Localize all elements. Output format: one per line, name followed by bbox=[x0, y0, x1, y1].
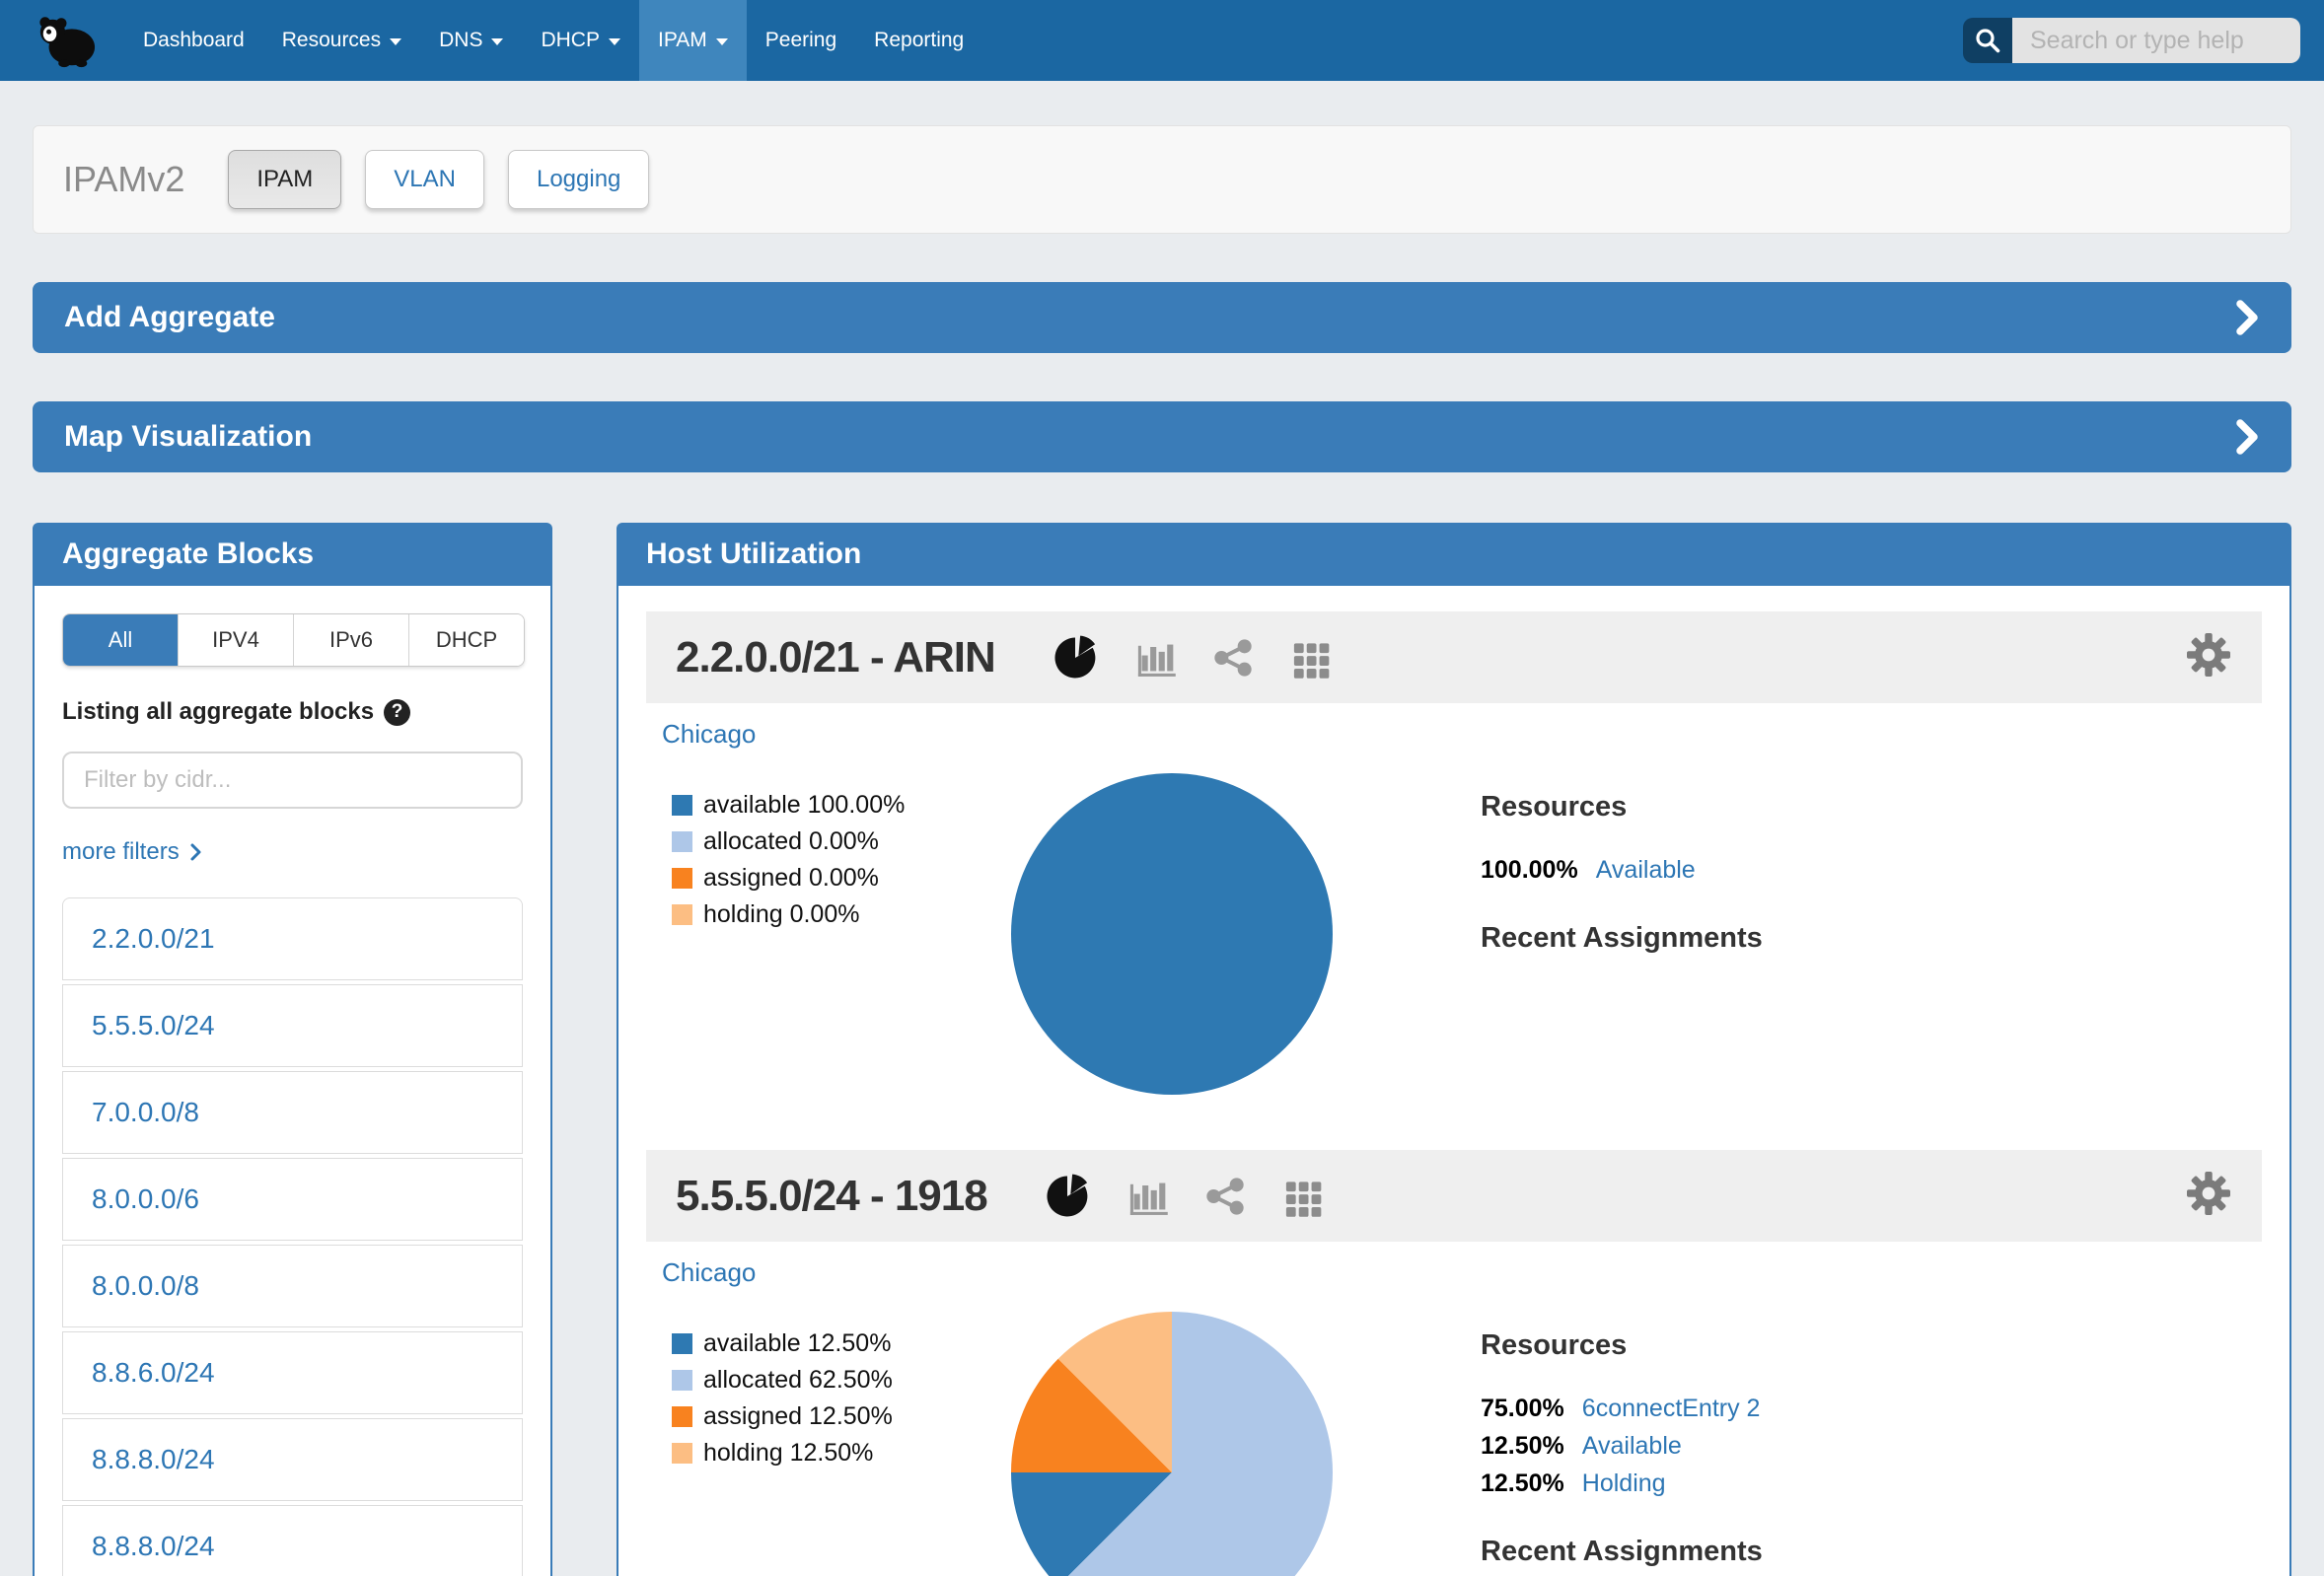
pie-legend: available 12.50% allocated 62.50% assign… bbox=[672, 1325, 997, 1576]
recent-assignments-heading: Recent Assignments bbox=[1481, 922, 1763, 954]
chevron-right-icon bbox=[2236, 299, 2260, 336]
chevron-down-icon bbox=[715, 38, 728, 45]
chevron-down-icon bbox=[608, 38, 620, 45]
cidr-filter-input[interactable] bbox=[62, 752, 523, 809]
resource-row: 12.50% Available bbox=[1481, 1427, 1958, 1465]
map-visualization-label: Map Visualization bbox=[64, 420, 313, 453]
gear-icon[interactable] bbox=[2185, 1170, 2232, 1222]
resource-row: 12.50% Holding bbox=[1481, 1465, 1958, 1502]
aggregate-block-link[interactable]: 8.8.8.0/24 bbox=[62, 1418, 523, 1501]
aggregate-block-link[interactable]: 7.0.0.0/8 bbox=[62, 1071, 523, 1154]
entry-title: 5.5.5.0/24 - 1918 bbox=[676, 1171, 988, 1220]
tab-vlan[interactable]: VLAN bbox=[365, 150, 484, 209]
chevron-right-icon bbox=[190, 843, 201, 861]
legend-swatch-available bbox=[672, 795, 692, 816]
filter-ipv6-button[interactable]: IPv6 bbox=[293, 614, 408, 666]
entry-title: 2.2.0.0/21 - ARIN bbox=[676, 632, 996, 681]
entry-header-bar: 2.2.0.0/21 - ARIN bbox=[646, 611, 2262, 703]
tab-ipam[interactable]: IPAM bbox=[228, 150, 342, 209]
aggregate-block-list: 2.2.0.0/21 5.5.5.0/24 7.0.0.0/8 8.0.0.0/… bbox=[62, 897, 523, 1576]
legend-swatch-allocated bbox=[672, 1370, 692, 1391]
legend-swatch-holding bbox=[672, 1443, 692, 1464]
region-link[interactable]: Chicago bbox=[662, 719, 757, 749]
aggregate-blocks-panel: Aggregate Blocks All IPV4 IPv6 DHCP List… bbox=[33, 523, 552, 1576]
aggregate-block-link[interactable]: 8.0.0.0/8 bbox=[62, 1245, 523, 1327]
help-icon[interactable]: ? bbox=[384, 698, 411, 726]
chevron-right-icon bbox=[2236, 418, 2260, 456]
pie-chart-icon[interactable] bbox=[1045, 1174, 1090, 1219]
nav-item-dns[interactable]: DNS bbox=[420, 0, 522, 81]
nav-item-resources[interactable]: Resources bbox=[263, 0, 420, 81]
view-tabs: IPAM VLAN Logging bbox=[228, 150, 650, 209]
add-aggregate-label: Add Aggregate bbox=[64, 301, 275, 333]
aggregate-blocks-title: Aggregate Blocks bbox=[33, 523, 552, 586]
legend-swatch-assigned bbox=[672, 1406, 692, 1427]
region-link[interactable]: Chicago bbox=[662, 1257, 757, 1287]
filter-ipv4-button[interactable]: IPV4 bbox=[178, 614, 293, 666]
legend-swatch-available bbox=[672, 1333, 692, 1354]
nav-item-peering[interactable]: Peering bbox=[764, 29, 837, 51]
host-utilization-panel: Host Utilization 2.2.0.0/21 - ARIN bbox=[617, 523, 2291, 1576]
nav-item-dhcp[interactable]: DHCP bbox=[522, 0, 639, 81]
resource-row: 100.00% Available bbox=[1481, 851, 1763, 889]
search-button[interactable] bbox=[1963, 18, 2012, 63]
resources-heading: Resources bbox=[1481, 791, 1628, 823]
tab-logging[interactable]: Logging bbox=[507, 150, 650, 209]
legend-swatch-holding bbox=[672, 904, 692, 925]
chevron-down-icon bbox=[390, 38, 402, 45]
grid-icon[interactable] bbox=[1281, 1175, 1325, 1218]
add-aggregate-bar[interactable]: Add Aggregate bbox=[33, 282, 2291, 353]
grid-icon[interactable] bbox=[1289, 636, 1333, 680]
filter-all-button[interactable]: All bbox=[63, 614, 178, 666]
resource-link[interactable]: Holding bbox=[1581, 1469, 1666, 1497]
legend-swatch-allocated bbox=[672, 831, 692, 852]
aggregate-block-link[interactable]: 8.8.8.0/24 bbox=[62, 1505, 523, 1576]
filter-dhcp-button[interactable]: DHCP bbox=[408, 614, 524, 666]
bar-chart-icon[interactable] bbox=[1133, 636, 1177, 680]
aggregate-block-link[interactable]: 8.0.0.0/6 bbox=[62, 1158, 523, 1241]
utilization-pie-chart bbox=[1011, 1312, 1333, 1576]
pie-legend: available 100.00% allocated 0.00% assign… bbox=[672, 787, 997, 1095]
gear-icon[interactable] bbox=[2185, 631, 2232, 683]
resource-link[interactable]: Available bbox=[1581, 1432, 1682, 1460]
aggregate-block-link[interactable]: 8.8.6.0/24 bbox=[62, 1331, 523, 1414]
resource-link[interactable]: 6connectEntry 2 bbox=[1581, 1395, 1761, 1422]
aggregate-block-link[interactable]: 2.2.0.0/21 bbox=[62, 897, 523, 980]
utilization-entry: 2.2.0.0/21 - ARIN bbox=[646, 611, 2262, 1095]
bar-chart-icon[interactable] bbox=[1126, 1175, 1169, 1218]
page-title: IPAMv2 bbox=[63, 159, 185, 199]
utilization-pie-chart bbox=[1011, 773, 1333, 1095]
legend-swatch-assigned bbox=[672, 868, 692, 889]
aggregate-block-link[interactable]: 5.5.5.0/24 bbox=[62, 984, 523, 1067]
logo-panda-icon bbox=[39, 17, 96, 68]
chevron-down-icon bbox=[491, 38, 504, 45]
entry-header-bar: 5.5.5.0/24 - 1918 bbox=[646, 1150, 2262, 1242]
share-icon[interactable] bbox=[1212, 637, 1254, 679]
nav-items: Dashboard Resources DNS DHCP IPAM Peerin… bbox=[124, 0, 982, 81]
search-input[interactable] bbox=[2012, 18, 2300, 63]
resource-row: 75.00% 6connectEntry 2 bbox=[1481, 1390, 1958, 1427]
nav-item-reporting[interactable]: Reporting bbox=[874, 29, 965, 51]
recent-assignments-heading: Recent Assignments bbox=[1481, 1536, 1763, 1567]
ipamv2-header-panel: IPAMv2 IPAM VLAN Logging bbox=[33, 125, 2291, 234]
top-navbar: Dashboard Resources DNS DHCP IPAM Peerin… bbox=[0, 0, 2324, 81]
nav-item-dashboard[interactable]: Dashboard bbox=[143, 29, 245, 51]
pie-chart-icon[interactable] bbox=[1053, 635, 1098, 681]
nav-item-ipam[interactable]: IPAM bbox=[638, 0, 747, 81]
block-type-filter: All IPV4 IPv6 DHCP bbox=[62, 613, 525, 667]
search-icon bbox=[1976, 29, 2000, 53]
more-filters-link[interactable]: more filters bbox=[62, 838, 523, 866]
resource-link[interactable]: Available bbox=[1595, 856, 1696, 884]
utilization-entry: 5.5.5.0/24 - 1918 bbox=[646, 1150, 2262, 1576]
map-visualization-bar[interactable]: Map Visualization bbox=[33, 401, 2291, 472]
host-utilization-title: Host Utilization bbox=[617, 523, 2291, 586]
global-search bbox=[1963, 18, 2300, 63]
listing-label: Listing all aggregate blocks ? bbox=[62, 698, 523, 726]
share-icon[interactable] bbox=[1204, 1176, 1246, 1217]
resources-heading: Resources bbox=[1481, 1329, 1628, 1361]
